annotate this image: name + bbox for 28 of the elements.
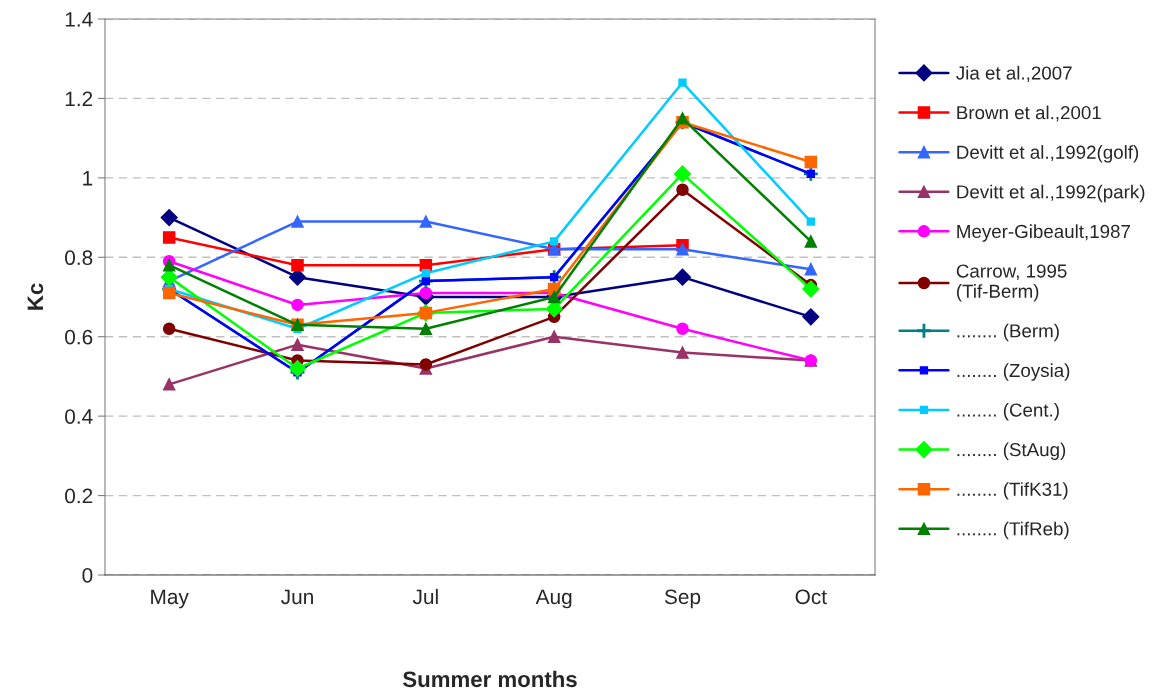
y-tick-label: 1 [83, 171, 93, 186]
y-tick-label: 0 [82, 568, 93, 583]
x-tick-label: Oct [795, 589, 827, 605]
y-axis-title: Kc [27, 283, 44, 310]
x-tick-label: May [151, 589, 189, 609]
legend-label: Carrow, 1995 (Tif-Berm) [956, 264, 1067, 302]
legend-label: Devitt et al.,1992(park) [957, 184, 1145, 203]
x-tick-label: Sep [664, 589, 701, 609]
x-tick-label: Jul [412, 588, 438, 605]
legend-label: ........ (StAug) [957, 442, 1066, 461]
y-tick-label: 1.4 [65, 12, 93, 27]
legend-label: ........ (TifReb) [957, 521, 1069, 540]
legend-label: ........ (Berm) [957, 323, 1059, 342]
legend-label: Jia et al.,2007 [956, 65, 1072, 82]
legend-label: ........ (TifK31) [957, 482, 1068, 500]
x-tick-label: Aug [535, 589, 572, 609]
legend-label: Devitt et al.,1992(golf) [957, 145, 1139, 163]
legend-label: Brown et al.,2001 [957, 105, 1101, 122]
y-tick-label: 0.8 [65, 250, 93, 266]
y-tick-label: 0.2 [65, 488, 93, 504]
y-tick-label: 0.6 [65, 329, 93, 345]
legend-label: Meyer-Gibeault,1987 [957, 224, 1130, 242]
y-tick-label: 1.2 [65, 91, 93, 106]
x-axis-title: Summer months [402, 670, 577, 688]
x-tick-label: Jun [281, 589, 313, 605]
legend-label: ........ (Zoysia) [957, 363, 1070, 381]
legend-label: ........ (Cent.) [957, 402, 1059, 421]
y-tick-label: 0.4 [65, 409, 93, 424]
